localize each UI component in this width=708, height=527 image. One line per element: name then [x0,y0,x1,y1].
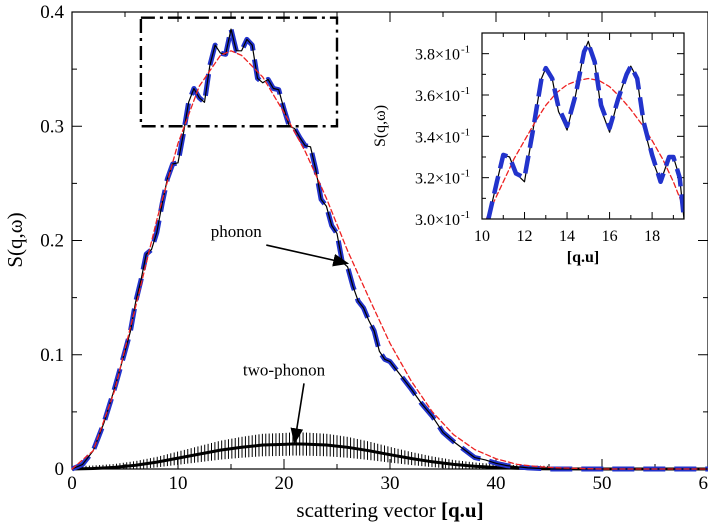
x-tick-label: 20 [275,473,294,494]
x-axis-title-text: scattering vector [296,498,441,522]
y-tick-label: 0 [55,459,65,480]
main-plot: 0 10 20 30 40 50 60 0 0.1 0.2 0.3 0.4 phonon two-pho… [3,2,708,522]
y-tick-label: 0.1 [40,345,64,366]
inset-series-dashed-thick-0 [486,41,684,219]
inset-y-tick-exponent: -1 [461,44,470,56]
inset-x-axis-title: [q.u] [567,249,599,266]
series-dashed-thin-2 [71,50,708,470]
y-tick-label: 0.4 [40,2,64,23]
inset-tick-labels: 10 12 14 16 183.0×10 -13.2×10 -13.4×10 -13.6×10… [415,44,660,245]
inset-y-tick-exponent: -1 [461,126,470,138]
y-axis-title: S(q,ω) [3,212,27,267]
inset-background [482,33,684,219]
x-tick-label: 40 [487,473,506,494]
inset-y-tick-exponent: -1 [461,209,470,221]
inset-plot: 10 12 14 16 183.0×10 -13.2×10 -13.4×10 -13.6×10… [372,32,685,266]
inset-y-tick-exponent: -1 [461,85,470,97]
annotation-arrow [290,383,305,445]
annotation-label: phonon [211,222,263,241]
x-axis-title: scattering vector [q.u] [296,498,483,522]
inset-y-axis-title: S(q,ω) [372,105,389,147]
inset-series-dashed-thin-2 [485,77,684,219]
y-tick-label: 0.3 [40,116,64,137]
inset-series-group [485,40,684,219]
x-tick-label: 10 [169,473,188,494]
annotation-arrow [266,244,350,267]
inset-y-tick-label: 3.6×10 [415,88,460,105]
inset-y-tick-label: 3.4×10 [415,129,460,146]
inset-x-tick-label: 10 [474,228,490,245]
inset-y-tick-exponent: -1 [461,168,470,180]
x-tick-label: 50 [593,473,612,494]
x-tick-label: 60 [699,473,708,494]
x-tick-label: 0 [67,473,77,494]
annotations: phonon two-phonon [211,222,350,445]
inset-plot-frame [481,32,685,220]
inset-x-tick-label: 12 [517,228,533,245]
x-axis-title-bold: [q.u] [441,498,484,522]
inset-series-solid-thin-1 [487,40,684,219]
inset-x-tick-label: 18 [644,228,660,245]
inset-x-tick-label: 14 [559,228,575,245]
annotation-label: two-phonon [243,360,326,379]
main-series-group [71,26,708,472]
inset-y-tick-label: 3.0×10 [415,212,460,229]
main-tick-labels: 0 10 20 30 40 50 60 0 0.1 0.2 0.3 0.4 [40,2,708,494]
inset-x-tick-label: 16 [602,228,618,245]
inset-y-tick-label: 3.2×10 [415,171,460,188]
y-tick-label: 0.2 [40,231,64,252]
zoom-box [139,16,339,128]
inset-series-clipped [485,40,684,219]
inset-ticks [481,32,684,220]
x-tick-label: 30 [381,473,400,494]
inset-y-tick-label: 3.8×10 [415,47,460,64]
